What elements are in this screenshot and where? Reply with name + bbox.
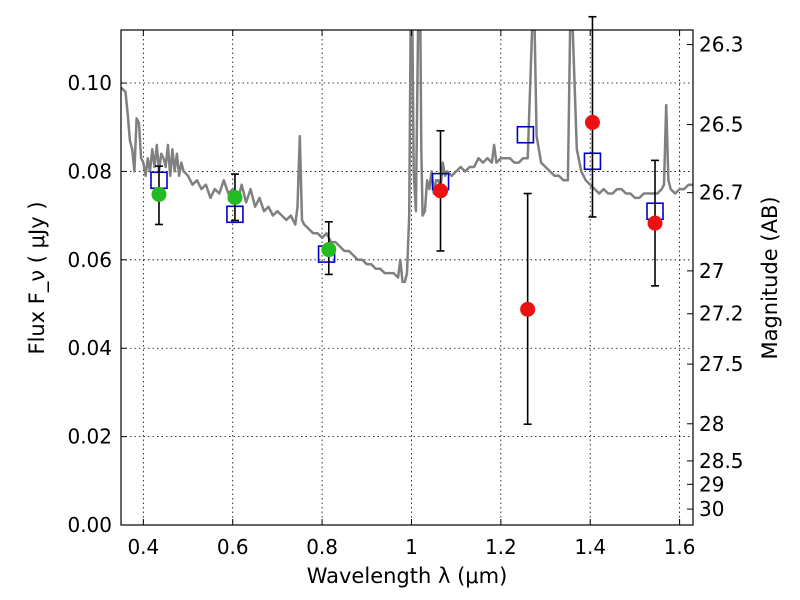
y-tick-label: 0.02 [67, 425, 112, 449]
x-tick-label: 1 [405, 535, 418, 559]
grid [121, 30, 693, 526]
x-tick-label: 0.8 [306, 535, 338, 559]
right-tick-label: 27 [699, 259, 724, 283]
y-tick-label: 0.08 [67, 159, 112, 183]
right-tick-label: 28.5 [699, 449, 744, 473]
observed-point-marker [647, 215, 663, 231]
axis-ticks: 0.4 0.6 0.8 1 1.2 1.4 1.6 0.00 0.02 0.04 0.06 0.08 0… [67, 30, 744, 559]
right-tick-label: 30 [699, 497, 724, 521]
plot-frame [120, 29, 694, 526]
spectrum-line [121, 30, 693, 284]
right-tick-label: 29 [699, 472, 724, 496]
right-tick-label: 26.5 [699, 113, 744, 137]
observed-point-marker [227, 190, 243, 206]
y-tick-label: 0.00 [67, 513, 112, 537]
x-axis-title: Wavelength λ (μm) [307, 564, 508, 588]
plot-data [121, 30, 693, 284]
y-tick-label: 0.10 [67, 71, 112, 95]
model-square-marker [516, 125, 535, 144]
observed-point-marker [433, 183, 449, 199]
y-axis-title: Flux F_ν ( μJy ) [25, 201, 50, 354]
observed-point-marker [151, 186, 167, 202]
x-tick-label: 1.2 [485, 535, 517, 559]
observed-point-marker [520, 301, 536, 317]
x-tick-label: 1.6 [664, 535, 696, 559]
y-tick-label: 0.06 [67, 248, 112, 272]
x-tick-label: 0.4 [127, 535, 159, 559]
y-tick-label: 0.04 [67, 336, 112, 360]
right-tick-label: 27.2 [699, 302, 744, 326]
x-tick-label: 0.6 [217, 535, 249, 559]
x-tick-label: 1.4 [574, 535, 606, 559]
error-bars [151, 15, 663, 426]
right-tick-label: 26.7 [699, 181, 744, 205]
right-tick-label: 26.3 [699, 33, 744, 57]
right-axis-title: Magnitude (AB) [758, 196, 782, 359]
observed-point-marker [321, 242, 337, 258]
right-tick-label: 27.5 [699, 352, 744, 376]
right-tick-label: 28 [699, 412, 724, 436]
observed-point-marker [584, 114, 600, 130]
